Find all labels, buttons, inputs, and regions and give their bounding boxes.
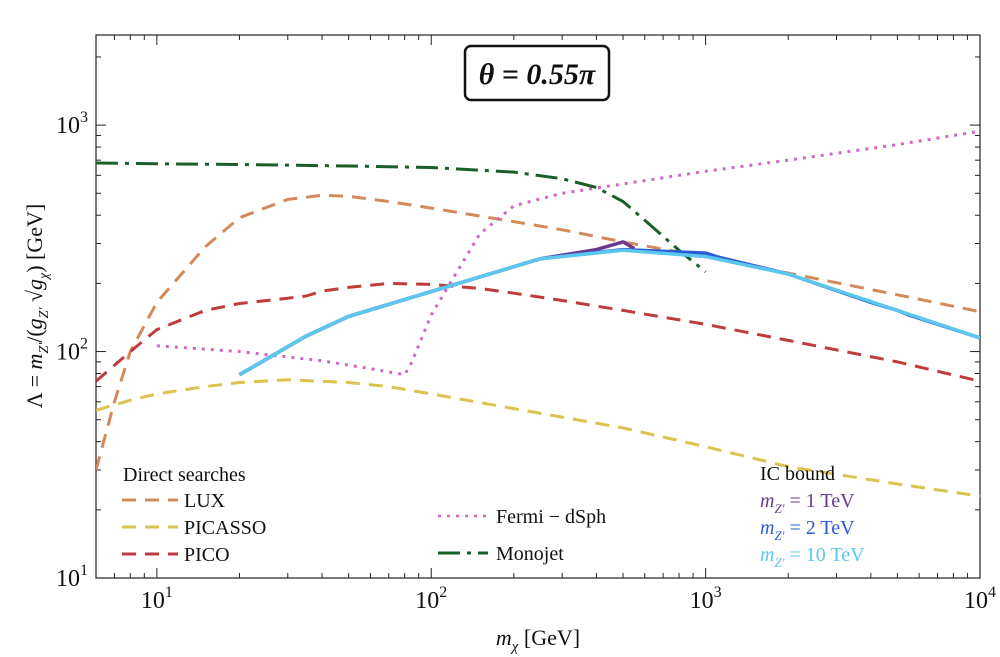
series-m-z-10-tev [238, 248, 980, 377]
legend-ic-title: IC bound [760, 463, 835, 485]
series-pico [96, 281, 980, 383]
legend-other: Fermi − dSph Monojet [438, 506, 606, 565]
legend-label-ic-1: mZ' = 1 TeV [760, 490, 855, 516]
series-m-z-1-tev [238, 240, 636, 377]
legend-label-pico: PICO [184, 544, 230, 566]
chart-title: θ = 0.55π [479, 58, 596, 91]
tick-labels: 101 102 103 104 101 102 103 [56, 109, 996, 614]
legend-label-monojet: Monojet [496, 543, 564, 565]
y-axis-label: Λ = mZ'/(gZ' √gχ) [GeV] [22, 204, 52, 408]
legend-label-lux: LUX [184, 490, 226, 512]
legend-label-ic-2: mZ' = 2 TeV [760, 517, 855, 543]
x-tick-label-1000: 103 [690, 584, 722, 614]
y-tick-label-1000: 103 [56, 109, 88, 139]
series-lux [96, 193, 980, 471]
x-tick-label-100: 102 [415, 584, 447, 614]
series-monojet [96, 161, 707, 273]
series-picasso [96, 378, 980, 498]
series-layer [96, 129, 980, 498]
title-badge-frame [463, 44, 611, 102]
series-fermi-dsph [156, 129, 980, 377]
x-axis-label: mχ [GeV] [496, 625, 580, 655]
series-m-z-2-tev [238, 247, 980, 377]
legend-label-ic-3: mZ' = 10 TeV [760, 544, 865, 570]
axis-ticks [95, 35, 981, 579]
y-tick-label-100: 102 [56, 336, 88, 366]
x-tick-label-10: 101 [141, 584, 173, 614]
y-tick-label-10: 101 [56, 562, 88, 592]
legend-direct-searches: Direct searches LUX PICASSO PICO [122, 464, 266, 566]
plot-frame [95, 34, 981, 579]
legend-direct-title: Direct searches [123, 464, 246, 486]
legend-label-picasso: PICASSO [184, 517, 266, 539]
legend-label-fermi: Fermi − dSph [496, 506, 606, 528]
title-badge: θ = 0.55π [463, 44, 611, 102]
x-tick-label-10000: 104 [964, 584, 996, 614]
